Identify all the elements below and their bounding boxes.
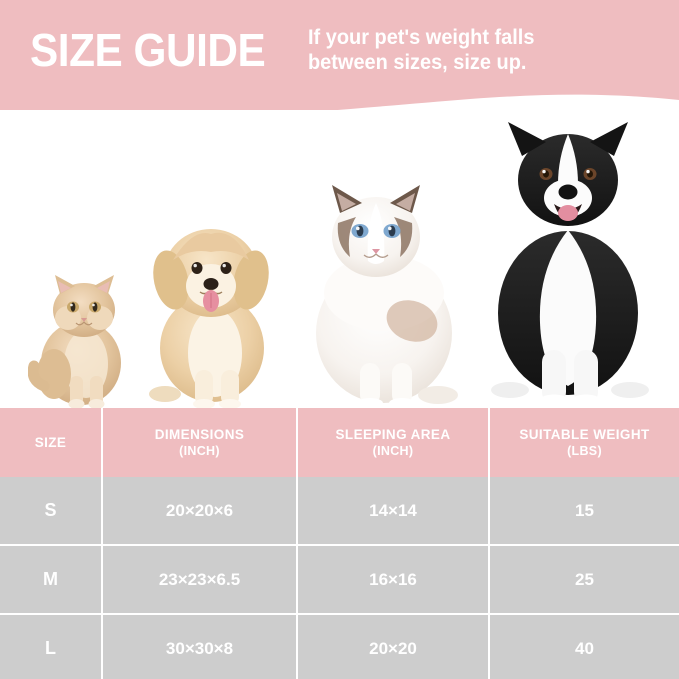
cell-sleeping-area-s: 14×14 xyxy=(297,477,490,546)
column-header-sleeping-area-label: SLEEPING AREA xyxy=(335,426,451,442)
cell-sleeping-area-m: 16×16 xyxy=(297,545,490,615)
column-header-size-label: SIZE xyxy=(34,434,67,450)
header-text-wrap: SIZE GUIDE If your pet's weight falls be… xyxy=(0,0,679,100)
header-banner: SIZE GUIDE If your pet's weight falls be… xyxy=(0,0,679,128)
header-subtitle: If your pet's weight falls between sizes… xyxy=(308,25,534,75)
cell-suitable-weight-l: 40 xyxy=(489,614,679,679)
page-title: SIZE GUIDE xyxy=(30,24,266,76)
column-header-sleeping-area-unit: (INCH) xyxy=(372,443,414,458)
column-header-suitable-weight-unit: (LBS) xyxy=(567,443,602,458)
table-header-row: SIZE DIMENSIONS (INCH) SLEEPING AREA (IN… xyxy=(0,408,679,477)
table-row: S 20×20×6 14×14 15 xyxy=(0,477,679,546)
cell-dimensions-s: 20×20×6 xyxy=(102,477,298,546)
column-header-suitable-weight-label: SUITABLE WEIGHT xyxy=(519,426,650,442)
header-subtitle-line2: between sizes, size up. xyxy=(307,51,527,74)
table-row: M 23×23×6.5 16×16 25 xyxy=(0,545,679,615)
cell-dimensions-m: 23×23×6.5 xyxy=(102,545,298,615)
cell-size-l: L xyxy=(0,614,103,679)
cell-dimensions-l: 30×30×8 xyxy=(102,614,298,679)
animal-havanese-puppy xyxy=(143,208,281,408)
animal-illustrations xyxy=(0,110,679,410)
header-subtitle-line1: If your pet's weight falls xyxy=(307,26,535,49)
animal-border-collie-dog xyxy=(480,118,656,408)
animal-ragdoll-cat xyxy=(300,173,468,408)
size-guide-table: SIZE DIMENSIONS (INCH) SLEEPING AREA (IN… xyxy=(0,408,679,679)
table-row: L 30×30×8 20×20 40 xyxy=(0,614,679,679)
column-header-dimensions: DIMENSIONS (INCH) xyxy=(102,408,298,477)
column-header-dimensions-unit: (INCH) xyxy=(179,443,220,458)
column-header-size: SIZE xyxy=(0,408,103,477)
animal-golden-british-shorthair-cat xyxy=(28,248,134,408)
column-header-suitable-weight: SUITABLE WEIGHT (LBS) xyxy=(489,408,679,477)
cell-size-s: S xyxy=(0,477,103,546)
column-header-sleeping-area: SLEEPING AREA (INCH) xyxy=(297,408,490,477)
header-wave-shape xyxy=(0,0,679,122)
cell-suitable-weight-m: 25 xyxy=(489,545,679,615)
cell-suitable-weight-s: 15 xyxy=(489,477,679,546)
cell-size-m: M xyxy=(0,545,103,615)
column-header-dimensions-label: DIMENSIONS xyxy=(154,426,245,442)
cell-sleeping-area-l: 20×20 xyxy=(297,614,490,679)
